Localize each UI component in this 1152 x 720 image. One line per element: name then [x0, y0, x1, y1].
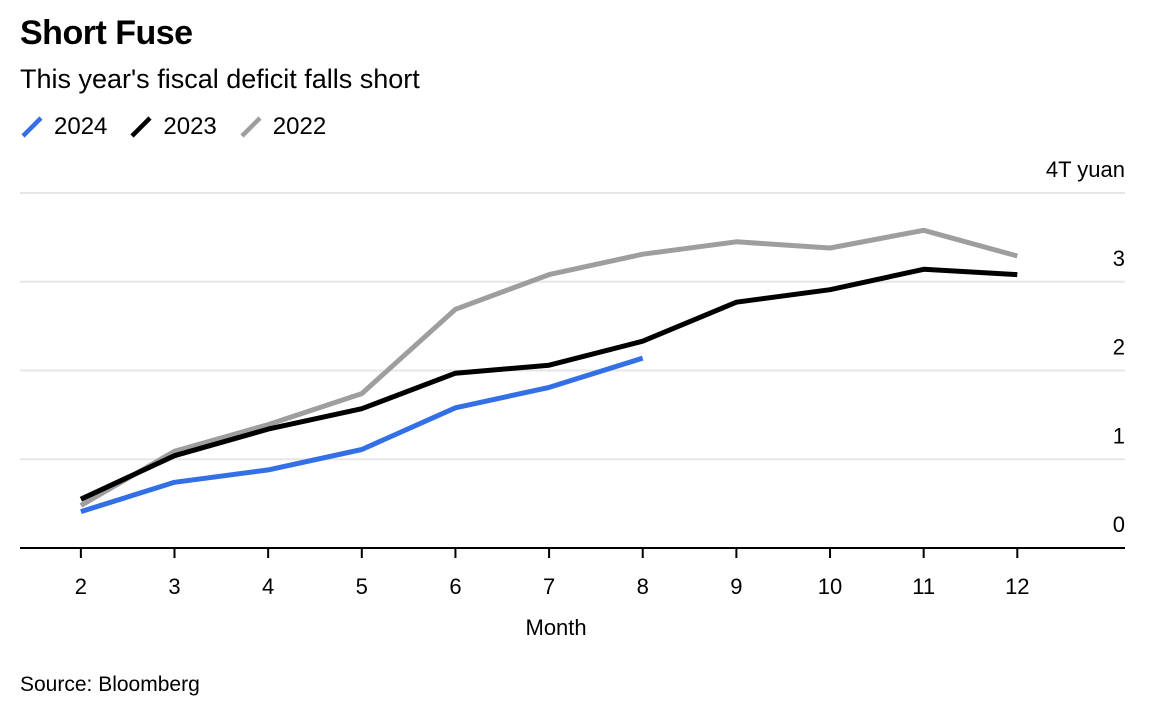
- legend-swatch: [130, 116, 152, 138]
- legend-item-2023: 2023: [129, 113, 217, 141]
- legend-item-2022: 2022: [239, 113, 326, 141]
- legend-label: 2024: [54, 113, 108, 140]
- series-line-2023: [79, 266, 1018, 502]
- legend-swatch: [240, 116, 262, 138]
- y-unit-label: 4T yuan: [1046, 157, 1125, 182]
- x-tick-label: 8: [637, 574, 649, 599]
- x-tick-label: 2: [75, 574, 87, 599]
- x-tick-label: 6: [449, 574, 461, 599]
- x-tick-label: 5: [356, 574, 368, 599]
- y-tick-label: 0: [1113, 512, 1125, 537]
- x-axis-title: Month: [526, 615, 587, 640]
- source-note: Source: Bloomberg: [20, 673, 200, 696]
- gridlines: [20, 192, 1125, 461]
- chart-title: Short Fuse: [20, 14, 193, 52]
- y-tick-label: 2: [1113, 335, 1125, 360]
- x-tick-label: 9: [730, 574, 742, 599]
- legend-swatch: [21, 116, 43, 138]
- series-line-2022: [79, 227, 1018, 508]
- x-tick-label: 12: [1005, 574, 1029, 599]
- x-tick-label: 10: [818, 574, 842, 599]
- y-tick-label: 1: [1113, 423, 1125, 448]
- x-tick-label: 3: [168, 574, 180, 599]
- series-line-2024: [80, 355, 644, 514]
- legend-label: 2023: [163, 113, 217, 140]
- x-tick-label: 7: [543, 574, 555, 599]
- chart-subtitle: This year's fiscal deficit falls short: [20, 64, 420, 94]
- x-tick-label: 11: [912, 574, 935, 599]
- series-lines: [79, 227, 1018, 514]
- legend-item-2024: 2024: [20, 113, 107, 141]
- x-tick-label: 4: [262, 574, 274, 599]
- legend: 2024 2023 2022: [20, 111, 348, 143]
- y-tick-label: 3: [1113, 246, 1125, 271]
- legend-label: 2022: [272, 113, 327, 140]
